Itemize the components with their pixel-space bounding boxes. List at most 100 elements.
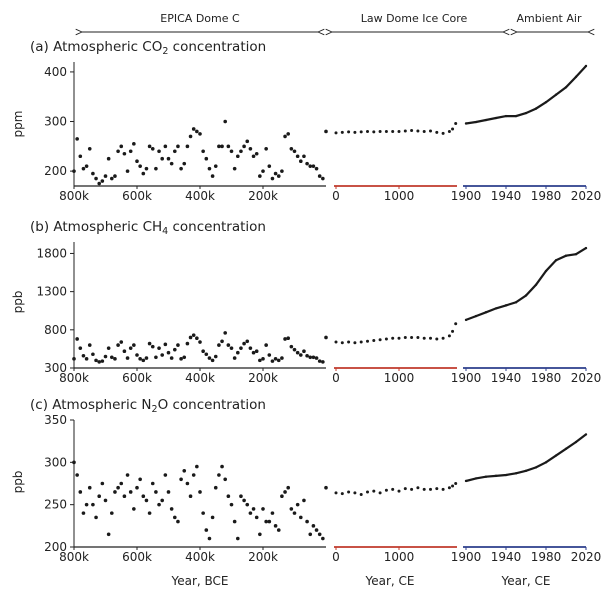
xtick-label-law: 1000 — [384, 550, 415, 564]
law-dome-point — [372, 339, 376, 343]
epica-point — [245, 502, 250, 507]
panel-b-title-prefix: (b) Atmospheric CH — [30, 219, 162, 235]
epica-point — [91, 352, 95, 357]
epica-point — [292, 149, 297, 154]
law-dome-point — [435, 337, 439, 341]
ambient-air-point — [574, 253, 578, 256]
epica-point — [276, 528, 281, 532]
epica-point — [81, 166, 86, 171]
panel-a-title-suffix: concentration — [168, 39, 266, 55]
epica-point — [166, 490, 171, 494]
epica-point — [103, 498, 108, 503]
ambient-air-point — [524, 111, 528, 115]
epica-point — [166, 350, 171, 355]
epica-point — [242, 498, 246, 503]
epica-point — [157, 502, 161, 507]
law-dome-point — [347, 340, 351, 344]
segment-label-air: Ambient Air — [517, 12, 582, 25]
epica-point — [116, 485, 120, 490]
epica-point — [94, 358, 98, 363]
law-dome-point — [334, 491, 338, 495]
epica-point — [314, 166, 319, 171]
epica-point — [201, 149, 205, 154]
epica-point — [195, 336, 199, 341]
epica-point — [261, 357, 265, 361]
epica-point — [100, 359, 105, 363]
xtick-label-law: 0 — [332, 189, 340, 203]
ytick-label: 300 — [44, 361, 67, 375]
law-dome-point — [454, 482, 458, 485]
epica-point — [154, 355, 158, 360]
xlabel-air: Year, CE — [501, 574, 551, 588]
law-dome-point — [397, 129, 401, 133]
epica-point — [302, 498, 306, 503]
xtick-label-bce: 800k — [59, 550, 89, 564]
epica-point — [91, 171, 95, 176]
xtick-label-air: 2020 — [571, 371, 602, 385]
epica-point — [147, 341, 152, 346]
ytick-label: 1300 — [36, 285, 67, 299]
epica-point — [236, 350, 240, 355]
xtick-label-law: 0 — [332, 550, 340, 564]
epica-point — [267, 353, 272, 357]
law-dome-point — [384, 337, 388, 341]
ambient-air-point — [514, 114, 518, 118]
panel-a-title-prefix: (a) Atmospheric CO — [30, 39, 162, 55]
law-dome-point — [447, 334, 451, 338]
ambient-air-line — [465, 433, 587, 483]
epica-point — [226, 144, 231, 149]
epica-point — [87, 147, 92, 151]
law-dome-point — [353, 130, 357, 134]
xlabel-bce: Year, BCE — [170, 574, 228, 588]
epica-point — [173, 515, 177, 520]
epica-point — [160, 156, 164, 161]
ambient-air-point — [584, 246, 588, 250]
epica-point — [210, 515, 215, 520]
epica-point — [191, 333, 196, 337]
ambient-air-point — [584, 64, 588, 68]
law-dome-point — [454, 122, 458, 126]
epica-point — [261, 507, 265, 511]
epica-point — [198, 340, 202, 344]
panel-c-title-suffix: O concentration — [158, 397, 266, 413]
xtick-label-bce: 800k — [59, 371, 89, 385]
epica-point — [223, 477, 227, 482]
xtick-label-air: 1980 — [531, 189, 562, 203]
ambient-air-line — [465, 65, 587, 125]
epica-point — [217, 144, 221, 149]
epica-point — [280, 169, 284, 173]
panel-c-title: (c) Atmospheric N2O concentration — [30, 397, 266, 415]
law-dome-point — [441, 487, 445, 491]
epica-point — [251, 507, 256, 511]
epica-point — [308, 164, 313, 168]
law-dome-point — [340, 492, 344, 496]
ambient-air-line — [465, 247, 587, 321]
epica-point — [144, 498, 149, 503]
ambient-air-point — [524, 469, 528, 472]
epica-point — [179, 357, 183, 361]
epica-point — [75, 137, 79, 141]
xtick-label-bce: 600k — [122, 189, 152, 203]
panel-b-title: (b) Atmospheric CH4 concentration — [30, 219, 266, 237]
epica-point — [163, 473, 168, 477]
epica-point — [128, 490, 133, 494]
epica-point — [299, 515, 303, 520]
ambient-air-point — [484, 118, 488, 122]
epica-point — [72, 357, 76, 361]
law-dome-point — [441, 131, 445, 135]
ambient-air-point — [554, 259, 558, 262]
law-dome-point — [451, 329, 455, 333]
epica-point — [125, 169, 130, 173]
epica-point — [122, 349, 127, 354]
epica-point — [138, 164, 142, 168]
epica-point — [176, 343, 180, 347]
epica-point — [87, 343, 92, 347]
xtick-label-bce: 600k — [122, 371, 152, 385]
xtick-label-air: 1980 — [531, 371, 562, 385]
panel-b-title-suffix: concentration — [168, 219, 266, 235]
epica-point — [119, 144, 124, 149]
xtick-label-bce: 200k — [248, 371, 278, 385]
epica-point — [201, 511, 205, 515]
epica-point — [179, 166, 183, 171]
epica-point — [173, 347, 177, 352]
